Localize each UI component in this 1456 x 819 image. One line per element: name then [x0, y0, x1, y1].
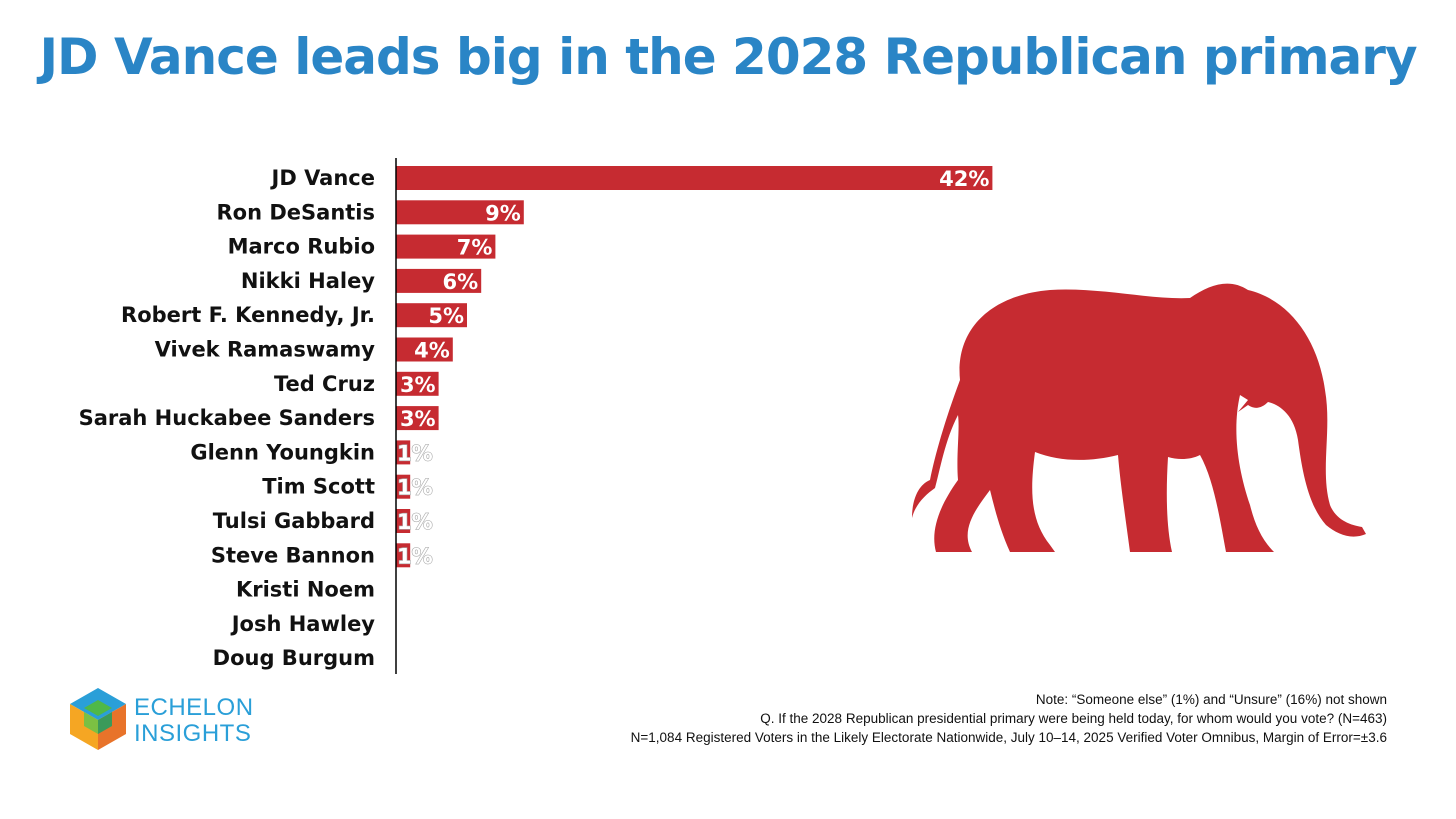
data-label: 42% [939, 167, 989, 191]
category-label: Ron DeSantis [216, 200, 375, 224]
category-label: Robert F. Kennedy, Jr. [121, 303, 375, 327]
bar [396, 440, 411, 465]
data-label: 4% [414, 339, 450, 363]
data-label: 1% [397, 441, 433, 465]
bar [396, 509, 411, 533]
chart-title: JD Vance leads big in the 2028 Republica… [39, 28, 1417, 86]
bar [396, 234, 496, 259]
data-label: 9% [485, 201, 521, 225]
category-label: Nikki Haley [241, 269, 375, 293]
data-label: 1% [397, 544, 433, 568]
bar [396, 200, 524, 225]
category-label: Doug Burgum [213, 646, 375, 670]
bar [396, 337, 453, 362]
category-label: Glenn Youngkin [190, 440, 375, 464]
elephant-icon [912, 283, 1366, 552]
footnotes: Note: “Someone else” (1%) and “Unsure” (… [631, 690, 1387, 747]
note-question: Q. If the 2028 Republican presidential p… [760, 711, 1387, 726]
category-label: Tulsi Gabbard [213, 509, 375, 533]
logo-text-insights: INSIGHTS [134, 720, 252, 747]
category-label: Josh Hawley [230, 612, 376, 636]
category-label: Sarah Huckabee Sanders [79, 406, 375, 430]
category-label: Vivek Ramaswamy [155, 338, 376, 362]
logo-text-echelon: ECHELON [134, 694, 254, 721]
bar [396, 371, 439, 396]
bar [396, 474, 411, 499]
data-label: 6% [443, 270, 479, 294]
data-label: 5% [428, 304, 464, 328]
category-label: Steve Bannon [211, 543, 375, 567]
echelon-insights-logo: ECHELON INSIGHTS [66, 686, 286, 756]
note-methodology: N=1,084 Registered Voters in the Likely … [630, 730, 1387, 745]
data-label: 7% [457, 236, 493, 260]
logo-cube-icon [70, 688, 126, 750]
bar [396, 406, 439, 431]
data-label: 3% [400, 373, 436, 397]
data-label: 1% [397, 510, 433, 534]
data-label: 1% [397, 476, 433, 500]
category-label: Ted Cruz [274, 372, 375, 396]
bar [396, 303, 467, 328]
data-label: 3% [400, 407, 436, 431]
category-label: Marco Rubio [228, 235, 375, 259]
category-label: Kristi Noem [236, 578, 375, 602]
bar [396, 543, 411, 568]
bar [396, 166, 993, 190]
note-excluded: Note: “Someone else” (1%) and “Unsure” (… [1035, 692, 1387, 707]
category-label: JD Vance [270, 166, 375, 190]
category-label: Tim Scott [262, 475, 375, 499]
bar [396, 268, 482, 293]
